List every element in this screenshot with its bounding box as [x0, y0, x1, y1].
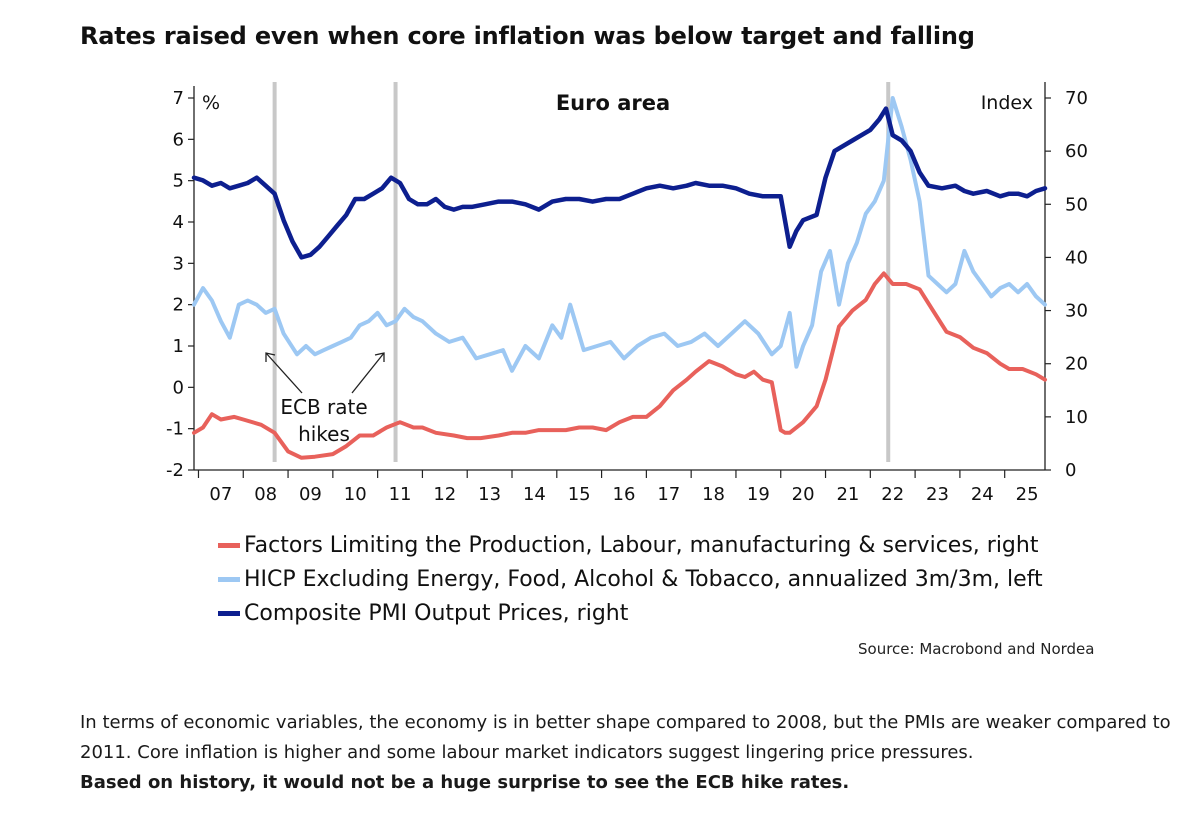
- x-tick-label: 09: [299, 484, 322, 505]
- left-tick-label: 4: [173, 212, 184, 233]
- right-tick-label: 20: [1065, 354, 1088, 375]
- left-tick-label: 2: [173, 295, 184, 316]
- left-tick-label: 7: [173, 88, 184, 109]
- chart-title: Euro area: [556, 91, 670, 115]
- x-tick-label: 21: [836, 484, 859, 505]
- left-tick-label: 0: [173, 377, 184, 398]
- right-tick-label: 10: [1065, 407, 1088, 428]
- series-lines: [191, 96, 1048, 460]
- series-line-labour: [192, 271, 1047, 460]
- right-tick-label: 50: [1065, 194, 1088, 215]
- right-tick-label: 60: [1065, 141, 1088, 162]
- x-tick-label: 17: [657, 484, 680, 505]
- right-axis-title: Index: [981, 92, 1033, 114]
- x-tick-label: 25: [1016, 484, 1039, 505]
- right-tick-label: 70: [1065, 88, 1088, 109]
- legend-label-pmi: Composite PMI Output Prices, right: [244, 600, 629, 626]
- legend-label-hicp: HICP Excluding Energy, Food, Alcohol & T…: [244, 566, 1043, 592]
- annotation-line-1: ECB rate: [280, 395, 367, 419]
- legend-item-pmi: Composite PMI Output Prices, right: [218, 596, 1043, 630]
- x-tick-label: 08: [254, 484, 277, 505]
- legend-item-hicp: HICP Excluding Energy, Food, Alcohol & T…: [218, 562, 1043, 596]
- x-tick-label: 11: [389, 484, 412, 505]
- ecb-hikes-annotation: ECB rate hikes: [265, 352, 385, 446]
- body-bold-text: Based on history, it would not be a huge…: [80, 772, 850, 793]
- legend-swatch-hicp: [218, 576, 240, 582]
- x-tick-label: 18: [702, 484, 725, 505]
- body-text: In terms of economic variables, the econ…: [80, 712, 1171, 763]
- left-tick-label: -1: [166, 419, 184, 440]
- left-tick-label: -2: [166, 460, 184, 481]
- annotation-arrow-left: [265, 352, 303, 394]
- legend-label-labour: Factors Limiting the Production, Labour,…: [244, 532, 1039, 558]
- left-axis-title: %: [202, 92, 220, 114]
- annotation-line-2: hikes: [298, 422, 350, 446]
- right-tick-label: 0: [1065, 460, 1076, 481]
- left-tick-label: 5: [173, 171, 184, 192]
- x-tick-label: 22: [881, 484, 904, 505]
- left-axis-ticks: 7 6 5 4 3 2 1 0 -1 -2: [166, 88, 194, 481]
- x-tick-label: 14: [523, 484, 546, 505]
- legend-item-labour: Factors Limiting the Production, Labour,…: [218, 528, 1043, 562]
- chart-legend: Factors Limiting the Production, Labour,…: [218, 528, 1043, 630]
- right-tick-label: 30: [1065, 301, 1088, 322]
- chart-source: Source: Macrobond and Nordea: [858, 640, 1095, 658]
- x-tick-label: 24: [971, 484, 994, 505]
- x-tick-label: 16: [613, 484, 636, 505]
- legend-swatch-pmi: [218, 610, 240, 616]
- body-paragraph: In terms of economic variables, the econ…: [80, 708, 1180, 798]
- left-tick-label: 6: [173, 129, 184, 150]
- x-tick-label: 10: [344, 484, 367, 505]
- chart-axes: [193, 82, 1046, 471]
- headline: Rates raised even when core inflation wa…: [80, 22, 975, 50]
- left-tick-label: 1: [173, 336, 184, 357]
- annotation-arrowhead-right: [374, 352, 385, 362]
- x-tick-label: 19: [747, 484, 770, 505]
- x-tick-label: 15: [568, 484, 591, 505]
- right-axis-ticks: 70 60 50 40 30 20 10 0: [1045, 88, 1088, 481]
- x-axis-ticks: 07 08 09 10 11 12 13 14 15 16 17 18 19 20 21 22 23 24 25: [197, 470, 1039, 505]
- x-tick-label: 13: [478, 484, 501, 505]
- legend-swatch-labour: [218, 542, 240, 548]
- right-tick-label: 40: [1065, 247, 1088, 268]
- x-tick-label: 20: [792, 484, 815, 505]
- x-tick-label: 23: [926, 484, 949, 505]
- x-tick-label: 07: [209, 484, 232, 505]
- series-line-hicp: [192, 96, 1047, 373]
- left-tick-label: 3: [173, 253, 184, 274]
- annotation-arrowhead-left: [265, 352, 276, 362]
- x-tick-label: 12: [433, 484, 456, 505]
- annotation-arrow-right: [351, 352, 385, 394]
- series-line-pmi: [191, 106, 1048, 260]
